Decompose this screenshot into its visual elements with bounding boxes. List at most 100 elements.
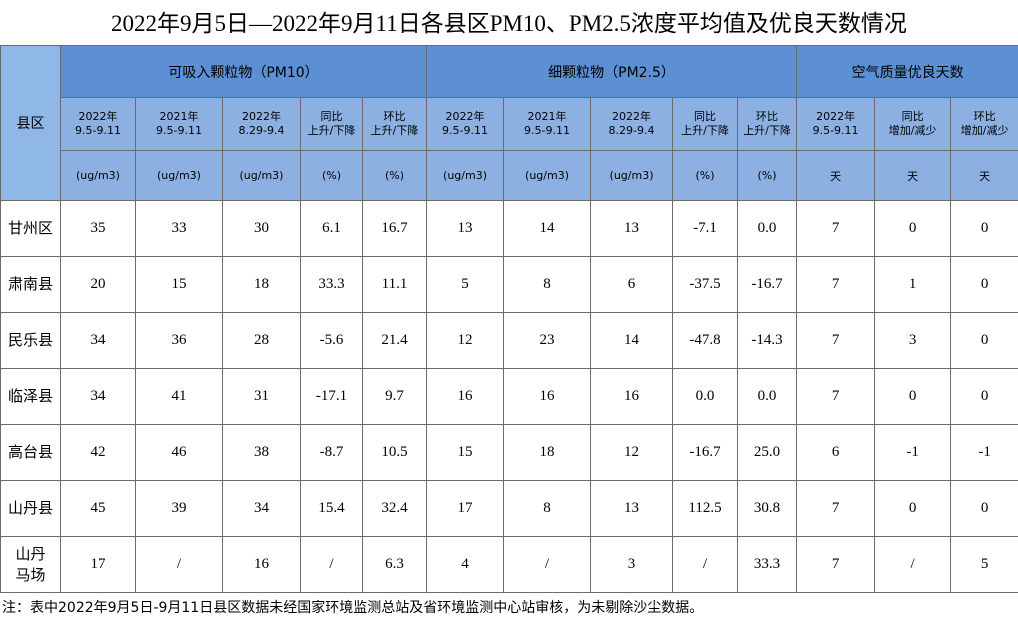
subheader: 2021年 9.5-9.11 (135, 97, 223, 151)
county-name: 甘州区 (7, 219, 53, 237)
county-name: 山丹县 (7, 499, 53, 517)
cell: 16 (426, 368, 505, 425)
cell: 12 (590, 424, 674, 481)
cell: 38 (222, 424, 301, 481)
cell: 30 (222, 200, 301, 257)
county: 山丹 马场 (0, 536, 61, 593)
data-row: 山丹县 45 39 34 15.4 32.4 17 8 13 112.5 30.8 7 0 0 (0, 480, 1018, 537)
county: 山丹县 (0, 480, 61, 537)
unit: (ug/m3) (60, 150, 136, 201)
cell: 9.7 (361, 368, 428, 425)
cell: 0.0 (737, 368, 798, 425)
cell: 46 (135, 424, 223, 481)
cell: / (135, 536, 223, 593)
cell: 14 (590, 312, 674, 369)
data-row: 甘州区 35 33 30 6.1 16.7 13 14 13 -7.1 0.0 7 0 0 (0, 200, 1018, 257)
cell: 33 (135, 200, 223, 257)
cell: 16 (590, 368, 674, 425)
cell: 33.3 (737, 536, 798, 593)
subheader-line: 8.29-9.4 (608, 124, 655, 137)
cell: 25.0 (737, 424, 798, 481)
title: 2022年9月5日—2022年9月11日各县区PM10、PM2.5浓度平均值及优… (111, 11, 907, 36)
group-header: 空气质量优良天数 (796, 45, 1018, 98)
subheader-line: 9.5-9.11 (75, 124, 121, 137)
subheader-line: 同比 (901, 110, 924, 123)
cell: 7 (796, 200, 876, 257)
data-table: 县区 可吸入颗粒物（PM10） 细颗粒物（PM2.5） 空气质量优良天数 2022年 9.… (0, 45, 1018, 593)
cell: 6.1 (300, 200, 363, 257)
cell: 15 (426, 424, 505, 481)
cell: / (503, 536, 592, 593)
cell: 10.5 (361, 424, 428, 481)
cell: -1 (874, 424, 952, 481)
cell: 35 (60, 200, 136, 257)
subheader: 同比 增加/减少 (874, 97, 952, 151)
corner-header: 县区 (0, 45, 61, 201)
cell: 0.0 (672, 368, 739, 425)
subheader-line: 9.5-9.11 (442, 124, 488, 137)
cell: / (874, 536, 952, 593)
unit: (%) (300, 150, 363, 201)
subheader-line: 增加/减少 (888, 124, 937, 137)
cell: 7 (796, 368, 876, 425)
cell: 0 (950, 480, 1018, 537)
cell: 3 (874, 312, 952, 369)
subheader-line: 9.5-9.11 (156, 124, 202, 137)
cell: 8 (503, 256, 592, 313)
county-name: 临泽县 (7, 387, 53, 405)
subheader-line: 2021年 (159, 110, 199, 123)
unit: (%) (737, 150, 798, 201)
cell: 1 (874, 256, 952, 313)
cell: 32.4 (361, 480, 428, 537)
cell: 0 (950, 256, 1018, 313)
cell: 36 (135, 312, 223, 369)
data-row: 临泽县 34 41 31 -17.1 9.7 16 16 16 0.0 0.0 7 0 0 (0, 368, 1018, 425)
cell: 16 (503, 368, 592, 425)
group-header: 可吸入颗粒物（PM10） (59, 45, 428, 98)
county-name: 民乐县 (7, 331, 53, 349)
cell: 13 (426, 200, 505, 257)
county: 临泽县 (0, 368, 61, 425)
cell: -37.5 (672, 256, 739, 313)
unit: (ug/m3) (503, 150, 592, 201)
unit: 天 (796, 150, 876, 201)
county-name: 马场 (15, 565, 46, 584)
subheader-line: 环比 (973, 110, 996, 123)
subheader: 环比 上升/下降 (737, 97, 798, 151)
subheader-line: 同比 (694, 110, 717, 123)
cell: 28 (222, 312, 301, 369)
unit-row: (ug/m3) (ug/m3) (ug/m3) (%) (%) (ug/m3) (ug/m3… (1, 150, 1018, 201)
cell: 0 (950, 368, 1018, 425)
subheader-line: 2022年 (242, 110, 281, 123)
cell: 0 (874, 368, 952, 425)
unit: (%) (361, 150, 428, 201)
unit: (ug/m3) (222, 150, 301, 201)
group-header: 细颗粒物（PM2.5） (426, 45, 798, 98)
cell: 4 (426, 536, 505, 593)
subheader-line: 上升/下降 (681, 124, 729, 137)
subheader: 同比 上升/下降 (672, 97, 739, 151)
cell: 34 (222, 480, 301, 537)
cell: 14 (503, 200, 592, 257)
note: 注：表中2022年9月5日-9月11日县区数据未经国家环境监测总站及省环境监测中… (2, 600, 704, 616)
cell: 30.8 (737, 480, 798, 537)
cell: 0 (950, 312, 1018, 369)
cell: 34 (60, 368, 136, 425)
subheader: 2022年 9.5-9.11 (796, 97, 876, 151)
subheader-line: 上升/下降 (743, 124, 791, 137)
cell: 11.1 (361, 256, 428, 313)
subheader-line: 上升/下降 (307, 124, 356, 137)
subheader-line: 2022年 (445, 110, 485, 123)
data-row: 高台县 42 46 38 -8.7 10.5 15 18 12 -16.7 25.0 6 -1 -1 (0, 424, 1018, 481)
cell: 13 (590, 200, 674, 257)
header-row: 县区 可吸入颗粒物（PM10） 细颗粒物（PM2.5） 空气质量优良天数 (0, 45, 1018, 201)
cell: 6 (590, 256, 674, 313)
cell: / (300, 536, 363, 593)
cell: 7 (796, 536, 876, 593)
cell: 0.0 (737, 200, 798, 257)
county: 高台县 (0, 424, 61, 481)
cell: 16.7 (361, 200, 428, 257)
cell: 33.3 (300, 256, 363, 313)
subheader: 2022年 9.5-9.11 (60, 97, 136, 151)
